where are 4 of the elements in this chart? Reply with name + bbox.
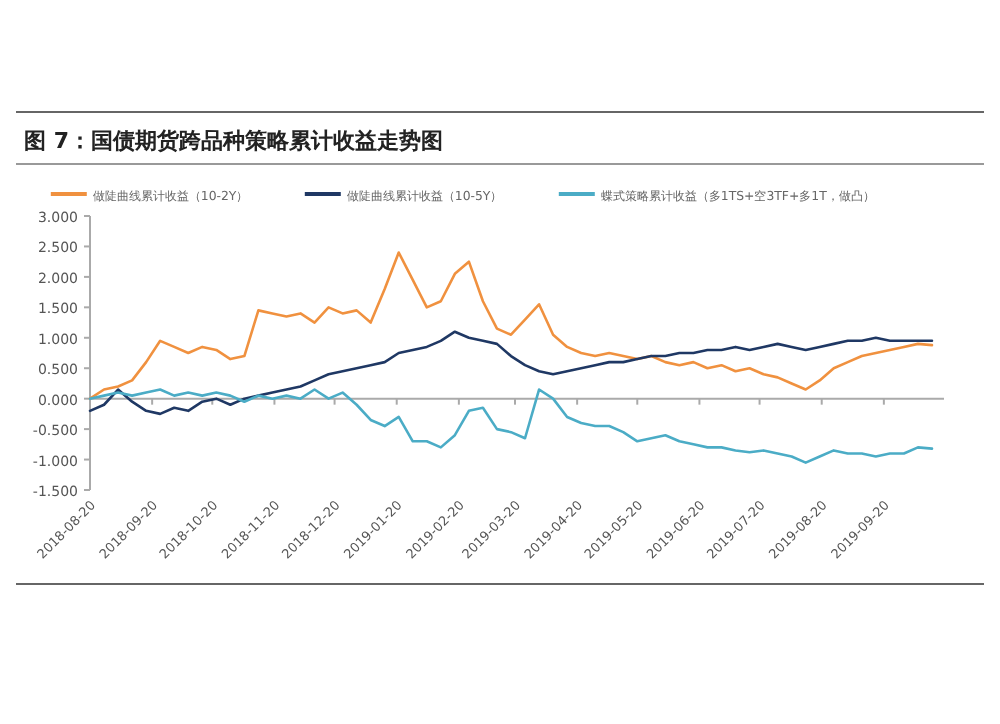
line-series xyxy=(88,388,934,464)
line-series xyxy=(88,330,934,416)
line-series xyxy=(88,251,934,400)
chart-title: 图 7：国债期货跨品种策略累计收益走势图 xyxy=(24,128,443,154)
